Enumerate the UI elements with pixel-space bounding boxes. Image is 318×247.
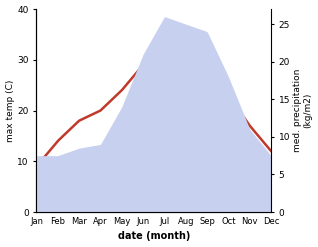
- X-axis label: date (month): date (month): [118, 231, 190, 242]
- Y-axis label: max temp (C): max temp (C): [5, 79, 15, 142]
- Y-axis label: med. precipitation
(kg/m2): med. precipitation (kg/m2): [293, 69, 313, 152]
